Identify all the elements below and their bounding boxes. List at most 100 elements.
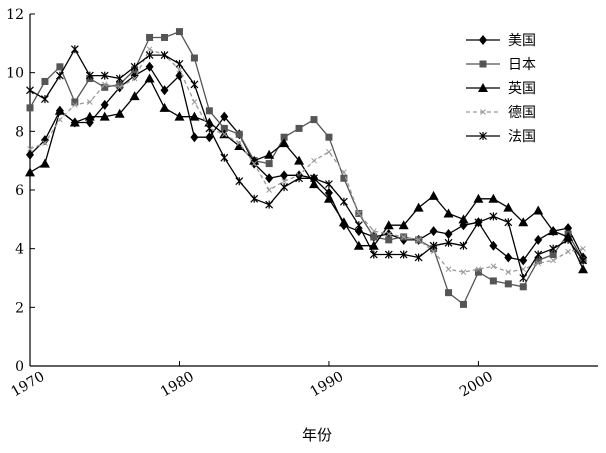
data-point bbox=[445, 266, 452, 273]
data-point bbox=[40, 135, 49, 146]
legend-marker bbox=[480, 109, 486, 115]
data-point bbox=[146, 46, 153, 53]
data-point bbox=[56, 63, 64, 71]
data-point bbox=[325, 180, 333, 189]
legend-item: 德国 bbox=[466, 105, 536, 121]
data-point bbox=[488, 193, 499, 203]
data-point bbox=[489, 212, 498, 221]
data-point bbox=[430, 248, 437, 255]
data-point bbox=[549, 244, 558, 253]
data-point bbox=[370, 228, 377, 234]
y-tick-label: 8 bbox=[15, 124, 24, 140]
data-point bbox=[311, 157, 317, 164]
data-point bbox=[220, 111, 229, 122]
data-point bbox=[26, 86, 34, 95]
data-point bbox=[114, 108, 125, 118]
data-point bbox=[385, 231, 392, 237]
data-point bbox=[325, 133, 333, 141]
data-point bbox=[55, 71, 64, 80]
data-point bbox=[174, 111, 185, 121]
series-line bbox=[29, 77, 584, 270]
series-group bbox=[26, 28, 587, 308]
legend-item: 美国 bbox=[466, 33, 536, 49]
legend-item: 日本 bbox=[466, 57, 536, 73]
data-point bbox=[145, 61, 154, 72]
data-point bbox=[205, 132, 214, 143]
data-point bbox=[460, 269, 467, 275]
data-point bbox=[190, 80, 199, 89]
data-point bbox=[429, 226, 438, 237]
y-tick-label: 0 bbox=[15, 359, 24, 375]
data-point bbox=[101, 81, 108, 88]
data-point bbox=[144, 73, 155, 83]
data-point bbox=[475, 266, 482, 273]
data-point bbox=[549, 251, 557, 259]
data-point bbox=[27, 146, 33, 152]
x-tick-label: 1980 bbox=[158, 369, 197, 401]
data-point bbox=[489, 277, 497, 285]
data-point bbox=[116, 80, 124, 88]
data-point bbox=[565, 248, 571, 255]
data-point bbox=[41, 77, 49, 85]
data-point bbox=[236, 140, 243, 146]
data-point bbox=[535, 260, 542, 267]
data-point bbox=[548, 226, 559, 236]
data-point bbox=[294, 155, 305, 165]
data-point bbox=[160, 85, 169, 96]
data-point bbox=[339, 197, 348, 206]
data-point bbox=[235, 177, 244, 186]
data-point bbox=[444, 238, 453, 247]
data-point bbox=[25, 167, 35, 177]
data-point bbox=[266, 187, 273, 193]
data-point bbox=[250, 194, 259, 203]
data-point bbox=[384, 250, 393, 259]
data-point bbox=[324, 187, 333, 198]
data-point bbox=[534, 250, 543, 259]
data-point bbox=[458, 214, 469, 224]
chart-series bbox=[25, 28, 589, 308]
data-point bbox=[519, 283, 527, 291]
data-point bbox=[533, 205, 544, 215]
data-point bbox=[518, 217, 529, 227]
y-tick-label: 4 bbox=[15, 242, 24, 258]
data-point bbox=[131, 75, 138, 82]
data-point bbox=[84, 111, 95, 121]
data-point bbox=[130, 62, 139, 71]
legend-label: 英国 bbox=[508, 80, 536, 97]
series-line bbox=[29, 66, 584, 262]
data-point bbox=[176, 66, 183, 73]
data-point bbox=[580, 245, 586, 252]
data-point bbox=[71, 102, 78, 108]
data-point bbox=[100, 99, 109, 110]
data-point bbox=[101, 83, 109, 91]
data-point bbox=[205, 107, 213, 115]
data-point bbox=[159, 102, 170, 112]
data-point bbox=[340, 174, 348, 182]
data-point bbox=[368, 240, 379, 250]
data-point bbox=[145, 51, 154, 60]
data-point bbox=[205, 124, 214, 133]
data-point bbox=[355, 210, 362, 217]
data-point bbox=[338, 217, 349, 227]
x-axis-label: 年份 bbox=[302, 426, 332, 444]
data-point bbox=[398, 220, 409, 230]
legend-marker bbox=[479, 60, 487, 68]
data-point bbox=[116, 84, 123, 91]
x-tick-label: 1990 bbox=[308, 369, 347, 401]
data-point bbox=[161, 33, 169, 41]
data-point bbox=[281, 178, 287, 185]
data-point bbox=[234, 141, 245, 150]
data-point bbox=[474, 218, 483, 227]
data-point bbox=[175, 59, 184, 68]
data-point bbox=[280, 170, 289, 181]
data-point bbox=[295, 124, 303, 132]
data-point bbox=[503, 202, 514, 212]
data-point bbox=[519, 274, 528, 282]
data-point bbox=[86, 99, 93, 105]
legend-label: 法国 bbox=[508, 129, 536, 145]
data-point bbox=[129, 91, 140, 101]
data-point bbox=[445, 289, 453, 297]
data-point bbox=[85, 71, 94, 80]
data-point bbox=[415, 237, 422, 243]
